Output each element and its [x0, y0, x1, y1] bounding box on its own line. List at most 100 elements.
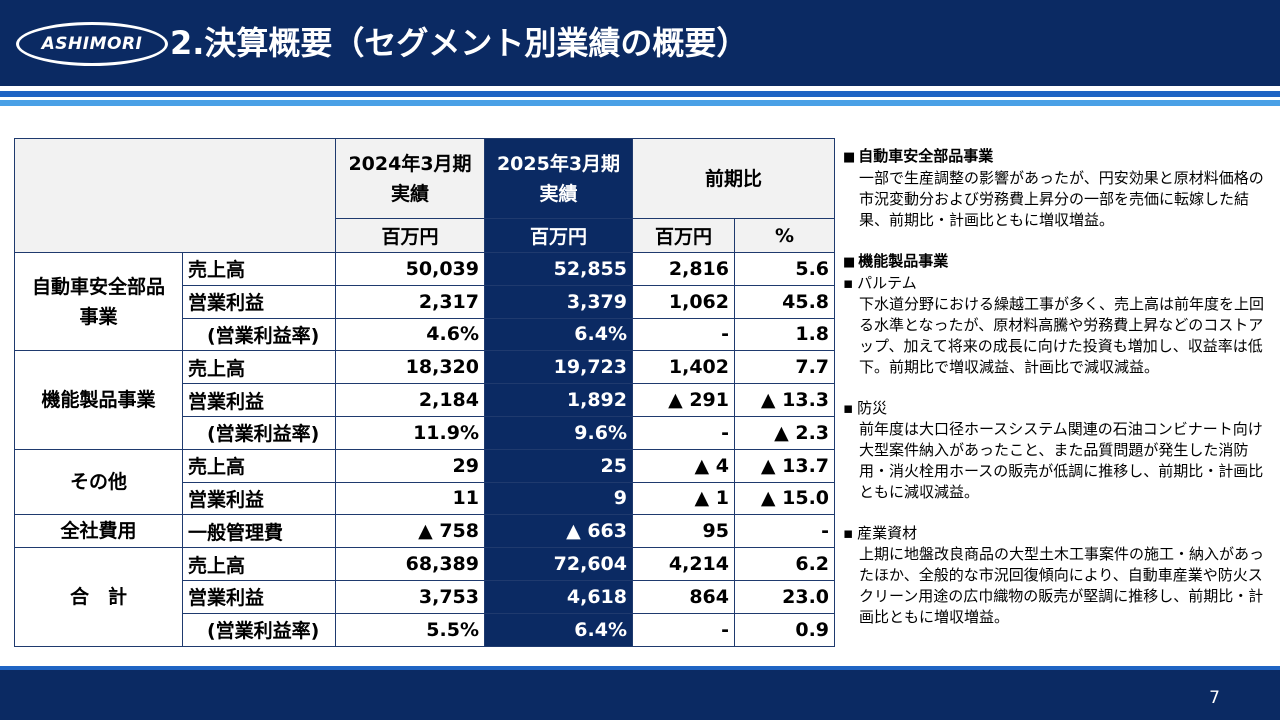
value-pct: 5.6	[733, 252, 836, 286]
col-header-fy2025-text: 2025年3月期 実績	[496, 152, 621, 205]
page-title: 2.決算概要（セグメント別業績の概要）	[170, 24, 749, 62]
row-item: 営業利益	[182, 481, 336, 516]
table-row: (営業利益率) 5.5% 6.4% -0.9	[15, 612, 836, 647]
value-fy2025: 4,618	[484, 579, 633, 614]
row-item: 売上高	[182, 448, 336, 483]
value-change: 2,816	[632, 252, 735, 286]
col-header-change: 前期比	[631, 138, 836, 219]
segment-name: 機能製品事業	[14, 350, 183, 450]
note-bousai-title: 防災	[843, 398, 1273, 419]
value-fy2024: 3,753	[335, 579, 485, 614]
footer-stripe	[0, 666, 1280, 670]
value-pct: ▲ 2.3	[733, 415, 836, 450]
row-item: (営業利益率)	[182, 415, 336, 450]
header-divider	[0, 86, 1280, 91]
note-pultem-title: パルテム	[843, 273, 1273, 294]
unit-change: 百万円	[632, 218, 735, 253]
value-fy2024: 11	[335, 481, 485, 516]
segment-name: 自動車安全部品 事業	[14, 251, 183, 352]
value-pct: ▲ 15.0	[733, 481, 836, 516]
note-sangyo-title: 産業資材	[843, 523, 1273, 544]
value-change: 864	[632, 579, 735, 614]
value-pct: 1.8	[733, 317, 836, 352]
table-row: (営業利益率) 11.9% 9.6% - ▲ 2.3	[15, 415, 836, 450]
note-func-title: 機能製品事業	[843, 251, 1273, 273]
value-pct: 45.8	[733, 284, 836, 319]
value-pct: -	[733, 514, 836, 549]
row-item: 売上高	[182, 350, 336, 385]
value-change: -	[632, 415, 735, 450]
value-change: -	[632, 612, 735, 647]
value-change: 1,402	[632, 350, 735, 385]
commentary-panel: 自動車安全部品事業 一部で生産調整の影響があったが、円安効果と原材料価格の市況変…	[843, 146, 1273, 628]
table-body: 自動車安全部品 事業 売上高 50,039 52,855 2,816 5.6 営業利益 2,31…	[14, 251, 836, 647]
note-auto-body: 一部で生産調整の影響があったが、円安効果と原材料価格の市況変動分および労務費上昇…	[859, 169, 1264, 229]
value-pct: ▲ 13.7	[733, 448, 836, 483]
value-fy2024: 68,389	[335, 547, 485, 581]
table-corner-cell	[14, 138, 336, 253]
row-item: 売上高	[182, 252, 336, 286]
value-change: ▲ 4	[632, 448, 735, 483]
value-fy2024: 2,317	[335, 284, 485, 319]
value-change: -	[632, 317, 735, 352]
value-change: ▲ 291	[632, 383, 735, 417]
row-item: 営業利益	[182, 284, 336, 319]
note-sangyo-body: 上期に地盤改良商品の大型土木工事案件の施工・納入があったほか、全般的な市況回復傾…	[859, 545, 1265, 626]
unit-fy2025: 百万円	[484, 218, 633, 253]
segment-results-table: 2024年3月期 実績 2025年3月期 実績 前期比 百万円 百万円 百万円 % …	[14, 138, 836, 647]
value-change: 1,062	[632, 284, 735, 319]
table-row: (営業利益率) 4.6% 6.4% -1.8	[15, 317, 836, 352]
value-fy2024: ▲ 758	[335, 514, 485, 549]
row-item: 営業利益	[182, 579, 336, 614]
value-pct: 6.2	[733, 547, 836, 581]
header-divider-2	[0, 97, 1280, 100]
header-bar: ASHIMORI 2.決算概要（セグメント別業績の概要）	[0, 0, 1280, 86]
row-item: (営業利益率)	[182, 317, 336, 352]
row-item: (営業利益率)	[182, 612, 336, 647]
value-fy2025: 9	[484, 481, 633, 516]
row-item: 営業利益	[182, 383, 336, 417]
table-row: 営業利益 3,753 4,618 864 23.0	[15, 579, 836, 614]
value-fy2025: 19,723	[484, 350, 633, 385]
unit-pct: %	[733, 218, 836, 253]
table-row: 機能製品事業 売上高 18,320 19,723 1,402 7.7	[14, 350, 836, 450]
value-change: ▲ 1	[632, 481, 735, 516]
value-fy2025: 6.4%	[484, 317, 633, 352]
spacer	[843, 503, 1273, 523]
table-row: 自動車安全部品 事業 売上高 50,039 52,855 2,816 5.6	[14, 251, 836, 352]
table-row: 合 計売上高 68,389 72,604 4,214 6.2	[14, 547, 836, 647]
value-fy2024: 2,184	[335, 383, 485, 417]
segment-name: その他	[14, 448, 183, 516]
value-fy2025: 9.6%	[484, 415, 633, 450]
value-fy2025: 52,855	[484, 252, 633, 286]
value-change: 4,214	[632, 547, 735, 581]
spacer	[843, 378, 1273, 398]
value-fy2024: 5.5%	[335, 612, 485, 647]
value-fy2024: 4.6%	[335, 317, 485, 352]
table-header-row: 2024年3月期 実績 2025年3月期 実績 前期比	[14, 138, 836, 253]
table-row: その他 売上高 29 25 ▲ 4 ▲ 13.7	[14, 448, 836, 516]
col-header-fy2025: 2025年3月期 実績	[484, 138, 633, 219]
value-fy2024: 18,320	[335, 350, 485, 385]
value-pct: 0.9	[733, 612, 836, 647]
segment-name: 合 計	[14, 547, 183, 647]
value-change: 95	[632, 514, 735, 549]
row-item: 売上高	[182, 547, 336, 581]
note-auto-title: 自動車安全部品事業	[843, 146, 1273, 168]
value-fy2024: 11.9%	[335, 415, 485, 450]
row-item: 一般管理費	[182, 514, 336, 549]
table-row: 営業利益 11 9 ▲ 1 ▲ 15.0	[15, 481, 836, 516]
value-fy2025: 72,604	[484, 547, 633, 581]
header-stripe-light	[0, 100, 1280, 106]
table-row: 営業利益 2,184 1,892 ▲ 291 ▲ 13.3	[15, 383, 836, 417]
value-fy2025: 6.4%	[484, 612, 633, 647]
unit-fy2024: 百万円	[335, 218, 485, 253]
note-bousai-body: 前年度は大口径ホースシステム関連の石油コンビナート向け大型案件納入があったこと、…	[859, 420, 1264, 501]
segment-name: 全社費用	[14, 514, 183, 549]
value-pct: 23.0	[733, 579, 836, 614]
footer-bar	[0, 666, 1280, 720]
header-stripe-blue	[0, 91, 1280, 97]
table-row: 全社費用 一般管理費 ▲ 758 ▲ 663 95-	[14, 514, 836, 549]
note-pultem-body: 下水道分野における繰越工事が多く、売上高は前年度を上回る水準となったが、原材料高…	[859, 295, 1265, 376]
spacer	[843, 231, 1273, 251]
